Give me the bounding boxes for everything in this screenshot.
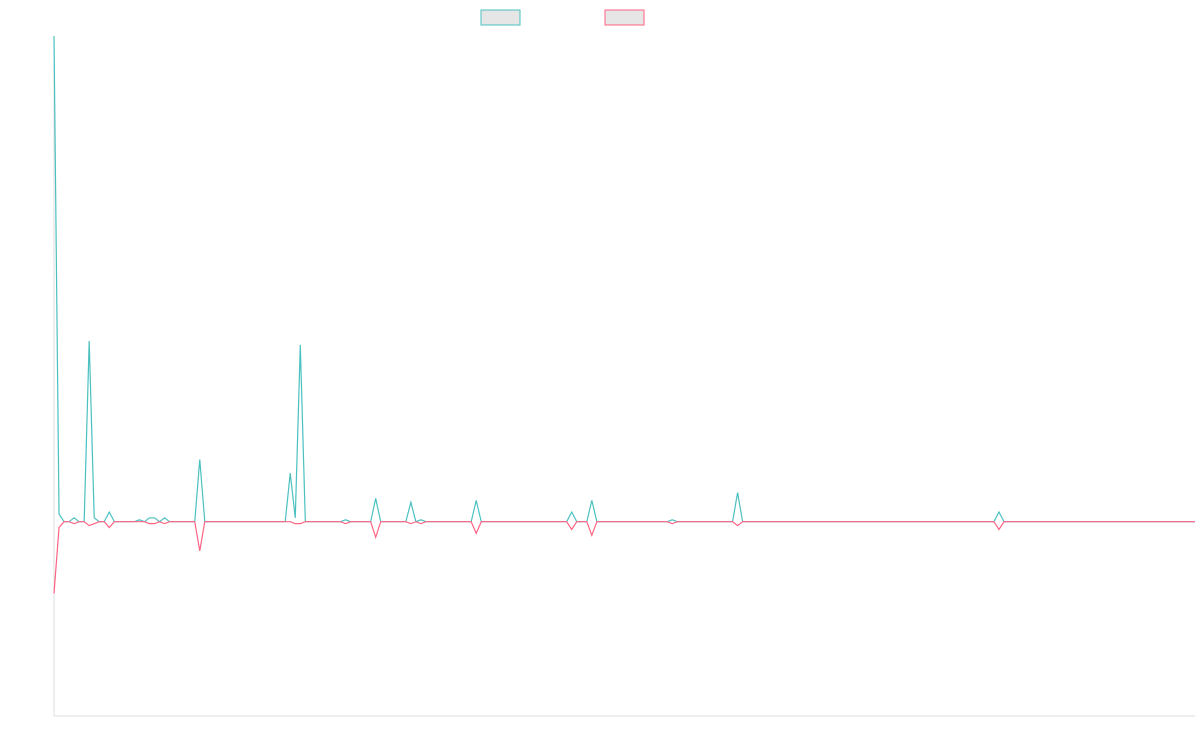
legend-swatch-series-1[interactable]	[480, 9, 521, 26]
series-line-2[interactable]	[53, 521, 1195, 594]
axes	[53, 36, 1195, 717]
plot-area	[53, 35, 1195, 594]
series-line-1[interactable]	[53, 35, 1195, 523]
legend	[480, 9, 645, 26]
legend-swatch-series-2[interactable]	[604, 9, 645, 26]
